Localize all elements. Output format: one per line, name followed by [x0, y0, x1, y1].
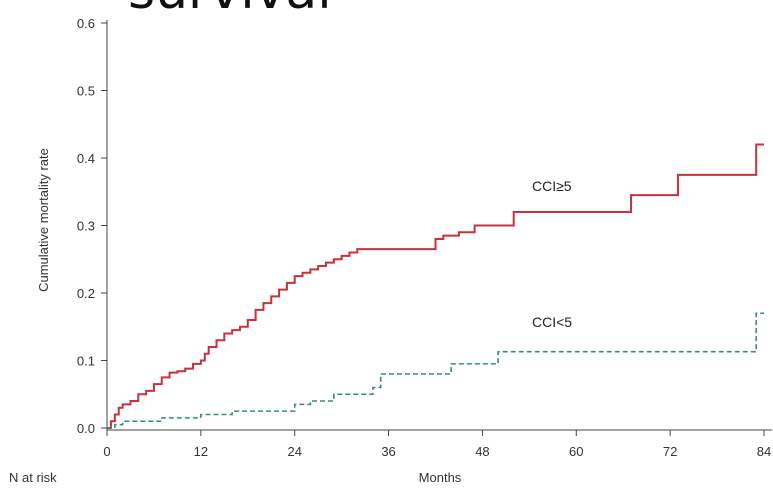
series-line-cci-ge-5: [107, 143, 764, 429]
y-ticks: 0.0 0.1 0.2 0.3 0.4 0.5 0.6: [77, 16, 107, 436]
y-tick-label: 0.1: [77, 354, 95, 369]
x-tick-label: 48: [475, 444, 489, 459]
x-tick-label: 72: [663, 444, 677, 459]
y-tick-label: 0.4: [77, 151, 95, 166]
x-tick-label: 84: [757, 444, 771, 459]
series-line-cci-lt-5: [107, 312, 764, 429]
plot-area: 0 12 24 36 48 60 72 84 0.0 0.1 0.2 0.3 0.4 0.5 0.6: [77, 16, 772, 459]
series-label-cci-ge-5: CCI≥5: [532, 178, 572, 194]
y-tick-label: 0.2: [77, 286, 95, 301]
x-tick-label: 60: [569, 444, 583, 459]
series-label-cci-lt-5: CCI<5: [532, 314, 572, 330]
x-tick-label: 36: [381, 444, 395, 459]
y-tick-label: 0.5: [77, 84, 95, 99]
n-at-risk-label: N at risk: [9, 470, 57, 485]
x-axis-title: Months: [419, 470, 462, 485]
x-tick-label: 24: [287, 444, 301, 459]
y-tick-label: 0.0: [77, 421, 95, 436]
y-tick-label: 0.6: [77, 16, 95, 31]
chart-title: survival: [128, 0, 332, 21]
x-tick-label: 12: [194, 444, 208, 459]
x-ticks: 0 12 24 36 48 60 72 84: [103, 430, 771, 459]
y-tick-label: 0.3: [77, 219, 95, 234]
x-tick-label: 0: [103, 444, 110, 459]
series-layer: [107, 143, 764, 429]
y-axis-title: Cumulative mortality rate: [36, 148, 51, 292]
